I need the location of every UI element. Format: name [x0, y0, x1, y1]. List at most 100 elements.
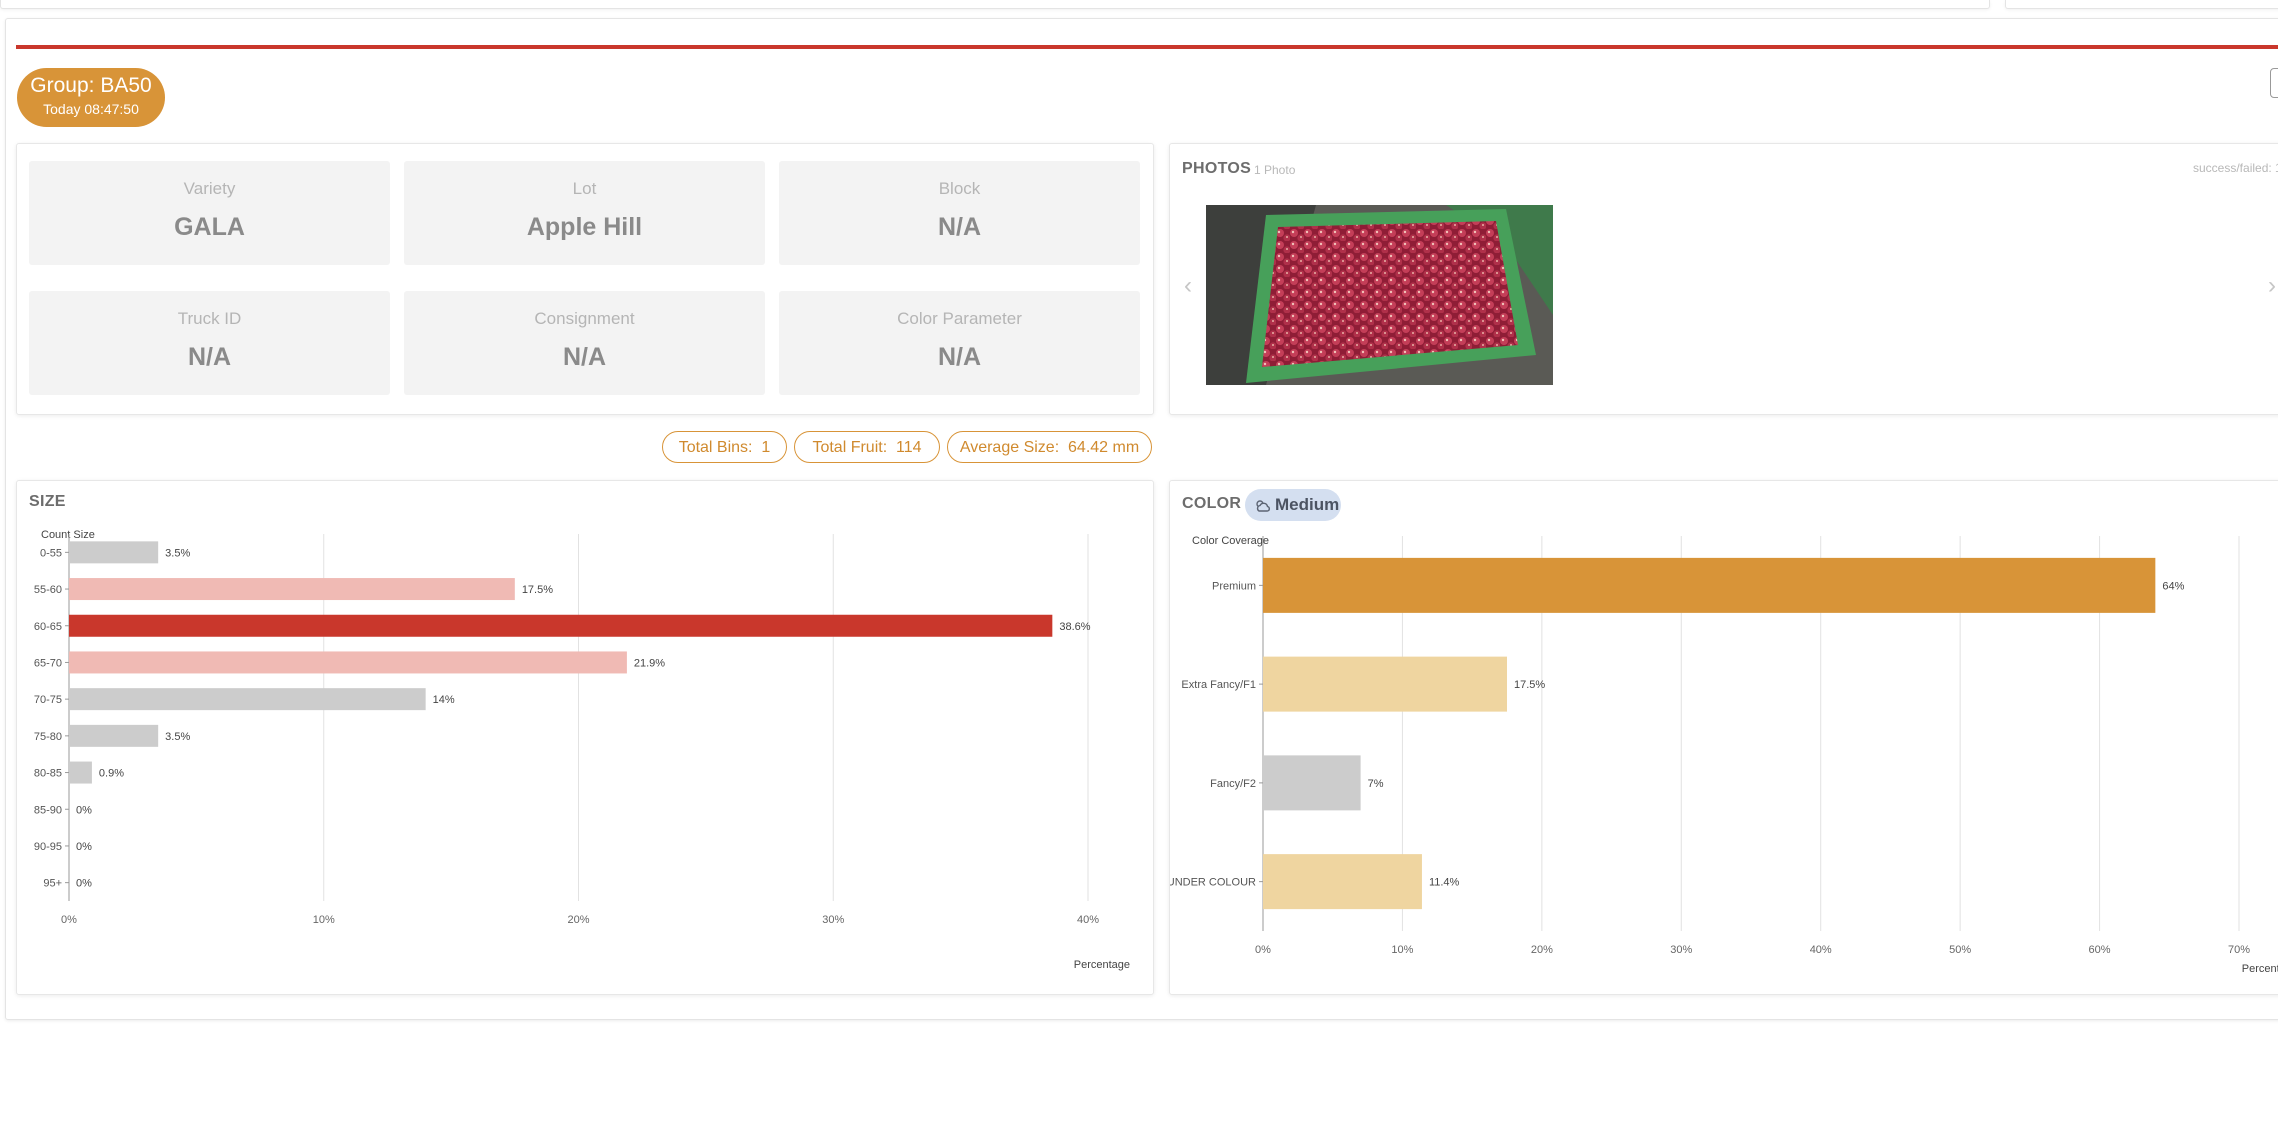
data-label: 0%: [76, 841, 92, 853]
data-label: 14%: [433, 694, 455, 706]
color-chart: Color Coverage Percentage 0% 10% 20% 30% 40% 50…: [1170, 535, 2278, 975]
tile-label: Variety: [183, 179, 236, 198]
bar: [69, 761, 92, 784]
size-title: SIZE: [29, 493, 66, 510]
x-axis-title: Percentage: [1074, 959, 1130, 971]
group-title: Group: BA50: [30, 74, 152, 97]
bar: [69, 688, 426, 711]
x-tick-label: 50%: [1949, 944, 1971, 956]
average-size-value: 64.42 mm: [1068, 439, 1140, 456]
y-tick-label: 90-95: [34, 841, 62, 853]
weather-icon: [1256, 500, 1270, 512]
total-fruit-pill: Total Fruit: 114: [794, 431, 940, 463]
data-label: 38.6%: [1059, 621, 1090, 633]
tile-label: Color Parameter: [897, 309, 1022, 328]
group-divider: [16, 45, 2278, 49]
bar: [69, 651, 627, 674]
size-card: SIZE Count Size Percentage 0% 10% 20% 30% 40% 0…: [16, 480, 1154, 995]
x-tick-label: 0%: [61, 914, 77, 926]
average-size-label: Average Size:: [959, 439, 1060, 456]
x-tick-label: 10%: [313, 914, 335, 926]
y-tick-label: 0-55: [40, 547, 62, 559]
data-label: 3.5%: [165, 731, 190, 743]
bar: [69, 541, 159, 564]
color-card: COLOR Medium Color Coverage Percentage 0% 1…: [1169, 480, 2278, 995]
data-label: 0%: [76, 804, 92, 816]
tile-label: Lot: [572, 179, 597, 198]
bar: [1263, 557, 2156, 613]
data-label: 21.9%: [634, 657, 665, 669]
y-tick-label: Fancy/F2: [1210, 778, 1256, 790]
y-tick-label: 60-65: [34, 621, 62, 633]
tile-value: N/A: [937, 343, 982, 371]
y-tick-label: 55-60: [34, 584, 62, 596]
x-tick-label: 40%: [1077, 914, 1099, 926]
x-tick-label: 60%: [2089, 944, 2111, 956]
data-label: 7%: [1368, 778, 1384, 790]
tile-label: Truck ID: [177, 309, 242, 328]
data-label: 17.5%: [522, 584, 553, 596]
chevron-right-icon[interactable]: ›: [2268, 272, 2276, 299]
tile-value: N/A: [937, 213, 982, 241]
lot-tile: Lot Apple Hill: [404, 161, 765, 265]
truck-id-tile: Truck ID N/A: [29, 291, 390, 395]
photos-card: PHOTOS 1 Photo success/failed: 1 ‹ ›: [1169, 143, 2278, 415]
consignment-tile: Consignment N/A: [404, 291, 765, 395]
data-label: 3.5%: [165, 547, 190, 559]
x-tick-label: 20%: [1531, 944, 1553, 956]
x-tick-label: 40%: [1810, 944, 1832, 956]
group-time: Today 08:47:50: [43, 101, 139, 117]
photo-count: 1 Photo: [1254, 163, 1296, 177]
bar: [69, 578, 515, 601]
upload-status: success/failed: 1: [2193, 161, 2278, 175]
bin-photo-image: [1206, 205, 1553, 385]
tile-value: Apple Hill: [526, 213, 643, 241]
color-badge: Medium: [1245, 489, 1341, 521]
tile-value: N/A: [562, 343, 607, 371]
x-tick-label: 70%: [2228, 944, 2250, 956]
group-action-button[interactable]: [2270, 68, 2278, 98]
y-tick-label: Extra Fancy/F1: [1181, 679, 1256, 691]
y-tick-label: 75-80: [34, 731, 62, 743]
x-tick-label: 30%: [822, 914, 844, 926]
total-bins-value: 1: [761, 439, 771, 456]
data-label: 11.4%: [1429, 877, 1460, 889]
y-tick-label: UNDER COLOUR: [1170, 877, 1256, 889]
bar: [1263, 755, 1361, 811]
color-title: COLOR: [1182, 495, 1242, 512]
group-badge: Group: BA50 Today 08:47:50: [17, 68, 165, 127]
total-fruit-label: Total Fruit:: [812, 439, 888, 456]
x-tick-label: 30%: [1670, 944, 1692, 956]
top-card-right: [2005, 0, 2278, 9]
y-tick-label: 65-70: [34, 657, 62, 669]
data-label: 17.5%: [1514, 679, 1545, 691]
y-tick-label: 70-75: [34, 694, 62, 706]
total-bins-label: Total Bins:: [678, 439, 753, 456]
bar: [1263, 854, 1422, 910]
x-tick-label: 0%: [1255, 944, 1271, 956]
group-info-card: Variety GALA Lot Apple Hill Block N/A Tr…: [16, 143, 1154, 415]
color-badge-label: Medium: [1275, 495, 1340, 514]
data-label: 0.9%: [99, 768, 124, 780]
tile-label: Block: [938, 179, 981, 198]
variety-tile: Variety GALA: [29, 161, 390, 265]
color-parameter-tile: Color Parameter N/A: [779, 291, 1140, 395]
x-tick-label: 10%: [1391, 944, 1413, 956]
bin-photo[interactable]: [1206, 205, 1553, 385]
size-chart: Count Size Percentage 0% 10% 20% 30% 40% 0-55 3.…: [34, 529, 1130, 971]
tile-label: Consignment: [534, 309, 635, 328]
tile-value: N/A: [187, 343, 232, 371]
y-axis-title: Color Coverage: [1192, 535, 1269, 547]
total-fruit-value: 114: [896, 439, 922, 456]
tile-value: GALA: [174, 213, 245, 241]
chevron-left-icon[interactable]: ‹: [1184, 272, 1192, 299]
y-tick-label: 85-90: [34, 804, 62, 816]
y-tick-label: Premium: [1212, 580, 1256, 592]
y-tick-label: 95+: [43, 878, 62, 890]
block-tile: Block N/A: [779, 161, 1140, 265]
x-tick-label: 20%: [567, 914, 589, 926]
bar: [69, 724, 159, 747]
data-label: 0%: [76, 878, 92, 890]
y-tick-label: 80-85: [34, 768, 62, 780]
photos-title: PHOTOS: [1182, 160, 1252, 177]
